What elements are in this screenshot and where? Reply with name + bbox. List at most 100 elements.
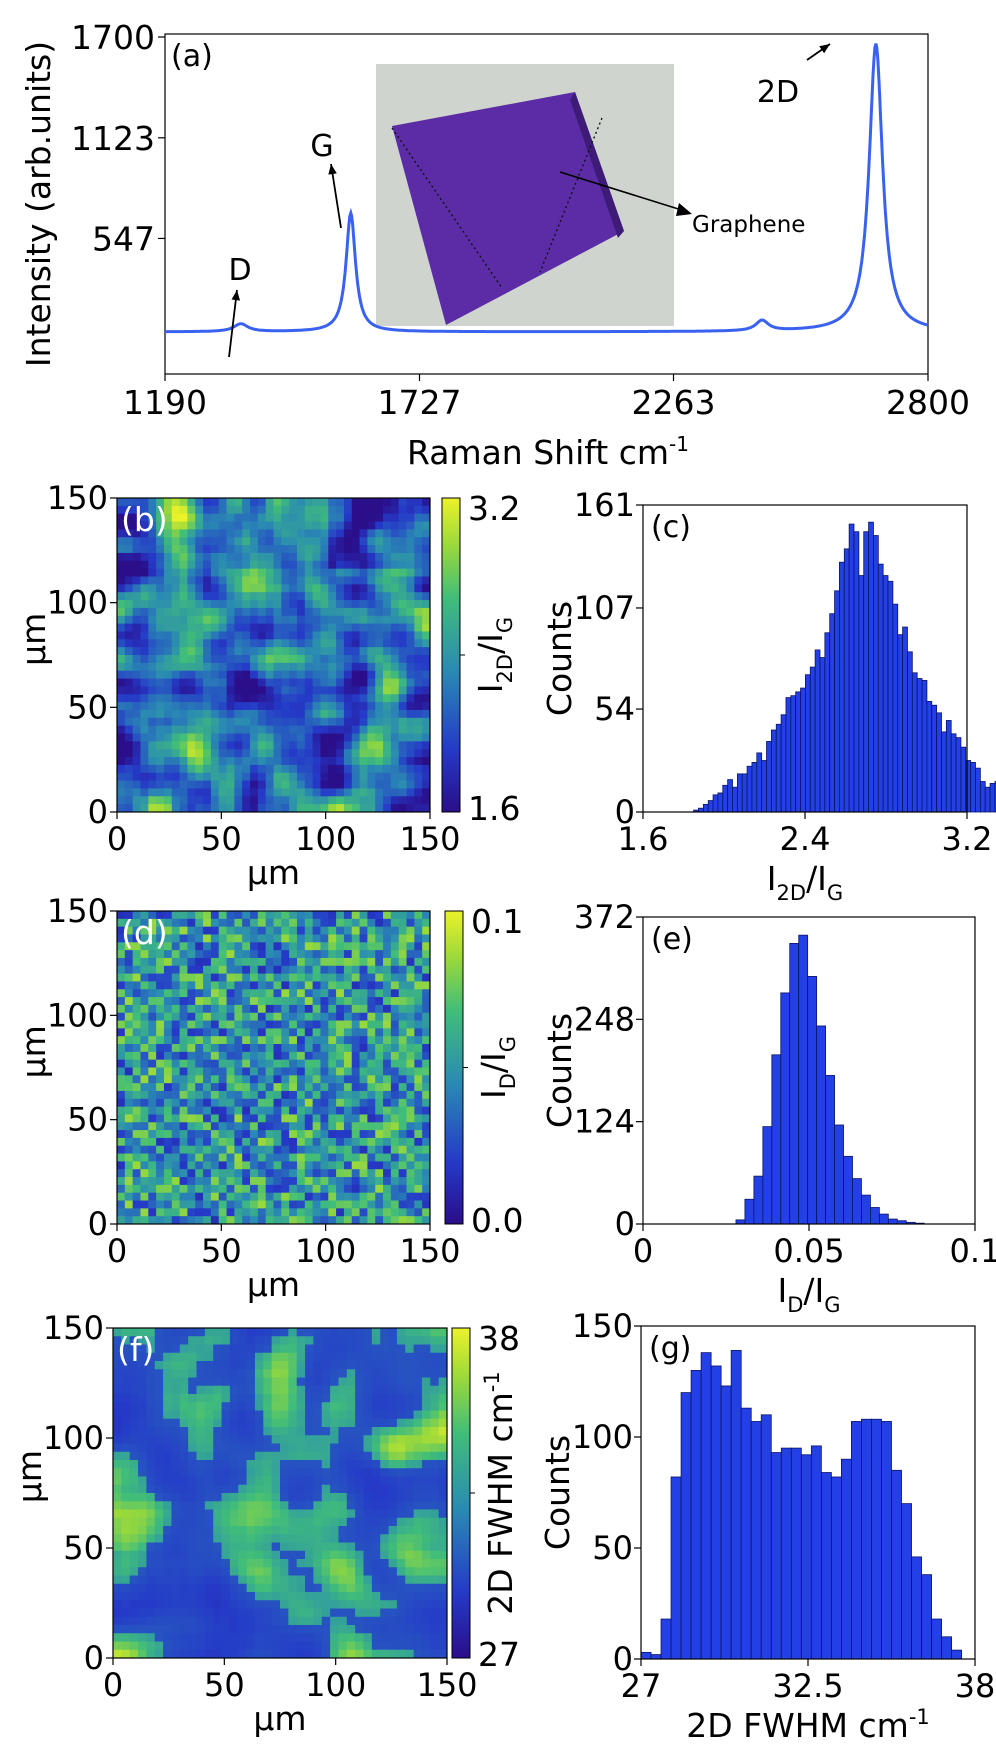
- heatmap-cell: [226, 1177, 235, 1186]
- heatmap-cell: [250, 997, 259, 1006]
- heatmap-cell: [140, 989, 149, 998]
- heatmap-cell: [163, 1542, 172, 1552]
- heatmap-cell: [289, 1028, 298, 1037]
- heatmap-cell: [321, 1493, 331, 1502]
- heatmap-cell: [422, 670, 431, 679]
- heatmap-cell: [234, 989, 243, 998]
- heatmap-cell: [156, 757, 165, 766]
- heatmap-cell: [263, 1583, 273, 1593]
- heatmap-cell: [117, 513, 126, 522]
- heatmap-cell: [163, 989, 173, 998]
- heatmap-cell: [196, 1526, 206, 1535]
- heatmap-cell: [124, 926, 134, 935]
- heatmap-cell: [289, 655, 298, 664]
- heatmap-cell: [221, 1608, 231, 1618]
- heatmap-cell: [273, 989, 282, 998]
- heatmap-cell: [263, 1534, 273, 1543]
- heatmap-cell: [113, 1633, 122, 1642]
- heatmap-cell: [234, 592, 243, 601]
- heatmap-cell: [328, 997, 337, 1006]
- heatmap-cell: [218, 592, 227, 601]
- heatmap-cell: [398, 1216, 407, 1225]
- heatmap-cell: [196, 1542, 206, 1552]
- heatmap-cell: [203, 989, 212, 998]
- heatmap-cell: [242, 804, 251, 813]
- heatmap-cell: [359, 1114, 368, 1123]
- heatmap-cell: [146, 1328, 156, 1337]
- heatmap-cell: [438, 1361, 448, 1370]
- heatmap-cell: [359, 1044, 368, 1053]
- heatmap-cell: [132, 796, 141, 805]
- heatmap-cell: [413, 1451, 423, 1461]
- heatmap-cell: [179, 1451, 189, 1461]
- heatmap-cell: [398, 741, 407, 750]
- heatmap-cell: [218, 702, 227, 711]
- heatmap-cell: [351, 1090, 360, 1100]
- heatmap-cell: [132, 772, 141, 781]
- heatmap-cell: [273, 498, 282, 507]
- heatmap-cell: [203, 1169, 212, 1178]
- heatmap-cell: [187, 1067, 196, 1076]
- heatmap-cell: [390, 686, 400, 695]
- histogram-bar: [907, 651, 913, 813]
- heatmap-cell: [171, 1534, 181, 1543]
- histogram-bar: [829, 613, 835, 813]
- heatmap-cell: [289, 678, 298, 687]
- heatmap-cell: [320, 1090, 329, 1100]
- heatmap-cell: [226, 989, 235, 998]
- heatmap-cell: [221, 1336, 231, 1345]
- heatmap-cell: [367, 1169, 376, 1178]
- heatmap-cell: [204, 1484, 214, 1494]
- heatmap-cell: [281, 662, 290, 672]
- heatmap-cell: [242, 934, 251, 943]
- heatmap-cell: [346, 1550, 356, 1560]
- heatmap-cell: [343, 1083, 353, 1092]
- heatmap-cell: [140, 772, 149, 781]
- heatmap-cell: [179, 1169, 188, 1178]
- heatmap-cell: [422, 1075, 431, 1084]
- heatmap-cell: [204, 1534, 214, 1543]
- heatmap-cell: [406, 1184, 415, 1194]
- heatmap-cell: [234, 513, 243, 522]
- heatmap-cell: [195, 741, 204, 750]
- heatmap-cell: [388, 1641, 398, 1651]
- heatmap-cell: [188, 1385, 197, 1395]
- heatmap-cell: [265, 981, 274, 990]
- heatmap-cell: [273, 537, 282, 546]
- heatmap-cell: [188, 1402, 197, 1411]
- heatmap-cell: [210, 600, 220, 609]
- heatmap-cell: [398, 950, 407, 959]
- heatmap-cell: [148, 950, 157, 959]
- heatmap-cell: [163, 662, 173, 672]
- heatmap-cell: [273, 702, 282, 711]
- heatmap-cell: [390, 1067, 400, 1076]
- heatmap-cell: [195, 631, 204, 640]
- heatmap-cell: [187, 521, 196, 530]
- heatmap-cell: [367, 804, 376, 813]
- heatmap-cell: [156, 670, 165, 679]
- heatmap-cell: [226, 717, 235, 727]
- heatmap-cell: [398, 576, 407, 585]
- heatmap-cell: [265, 997, 274, 1006]
- heatmap-cell: [242, 607, 251, 617]
- heatmap-cell: [367, 1004, 376, 1014]
- heatmap-cell: [195, 1208, 204, 1217]
- heatmap-cell: [257, 560, 267, 570]
- heatmap-cell: [195, 1028, 204, 1037]
- heatmap-cell: [371, 1427, 381, 1436]
- heatmap-cell: [273, 1145, 282, 1154]
- heatmap-cell: [238, 1517, 247, 1527]
- heatmap-cell: [265, 1169, 274, 1178]
- histogram-bar: [722, 784, 729, 813]
- heatmap-cell: [388, 1394, 398, 1403]
- heatmap-cell: [171, 1542, 181, 1552]
- heatmap-cell: [346, 1394, 356, 1403]
- heatmap-cell: [124, 694, 134, 703]
- heatmap-cell: [113, 1344, 122, 1354]
- heatmap-cell: [257, 950, 267, 959]
- heatmap-cell: [328, 702, 337, 711]
- heatmap-cell: [346, 1493, 356, 1502]
- heatmap-cell: [204, 1435, 214, 1444]
- heatmap-cell: [273, 1216, 282, 1225]
